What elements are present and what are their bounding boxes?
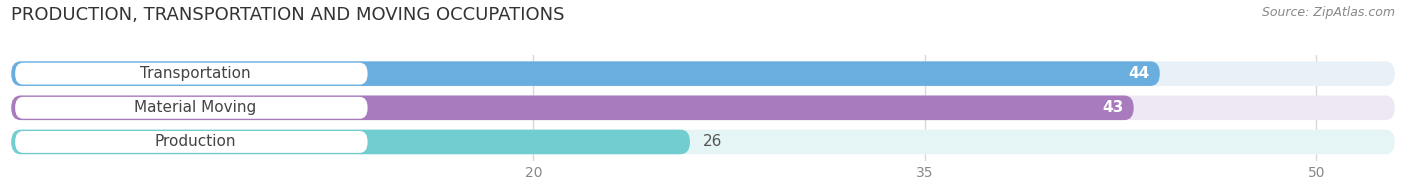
Text: Source: ZipAtlas.com: Source: ZipAtlas.com [1261,6,1395,19]
Text: 26: 26 [703,134,723,149]
FancyBboxPatch shape [15,63,367,85]
FancyBboxPatch shape [11,61,1395,86]
FancyBboxPatch shape [11,95,1133,120]
FancyBboxPatch shape [11,130,1395,154]
Text: 43: 43 [1102,100,1123,115]
Text: Transportation: Transportation [141,66,250,81]
FancyBboxPatch shape [15,131,367,153]
FancyBboxPatch shape [11,61,1160,86]
FancyBboxPatch shape [11,95,1395,120]
FancyBboxPatch shape [11,130,690,154]
FancyBboxPatch shape [15,97,367,119]
Text: Material Moving: Material Moving [134,100,256,115]
Text: 44: 44 [1128,66,1149,81]
Text: Production: Production [155,134,236,149]
Text: PRODUCTION, TRANSPORTATION AND MOVING OCCUPATIONS: PRODUCTION, TRANSPORTATION AND MOVING OC… [11,6,565,24]
